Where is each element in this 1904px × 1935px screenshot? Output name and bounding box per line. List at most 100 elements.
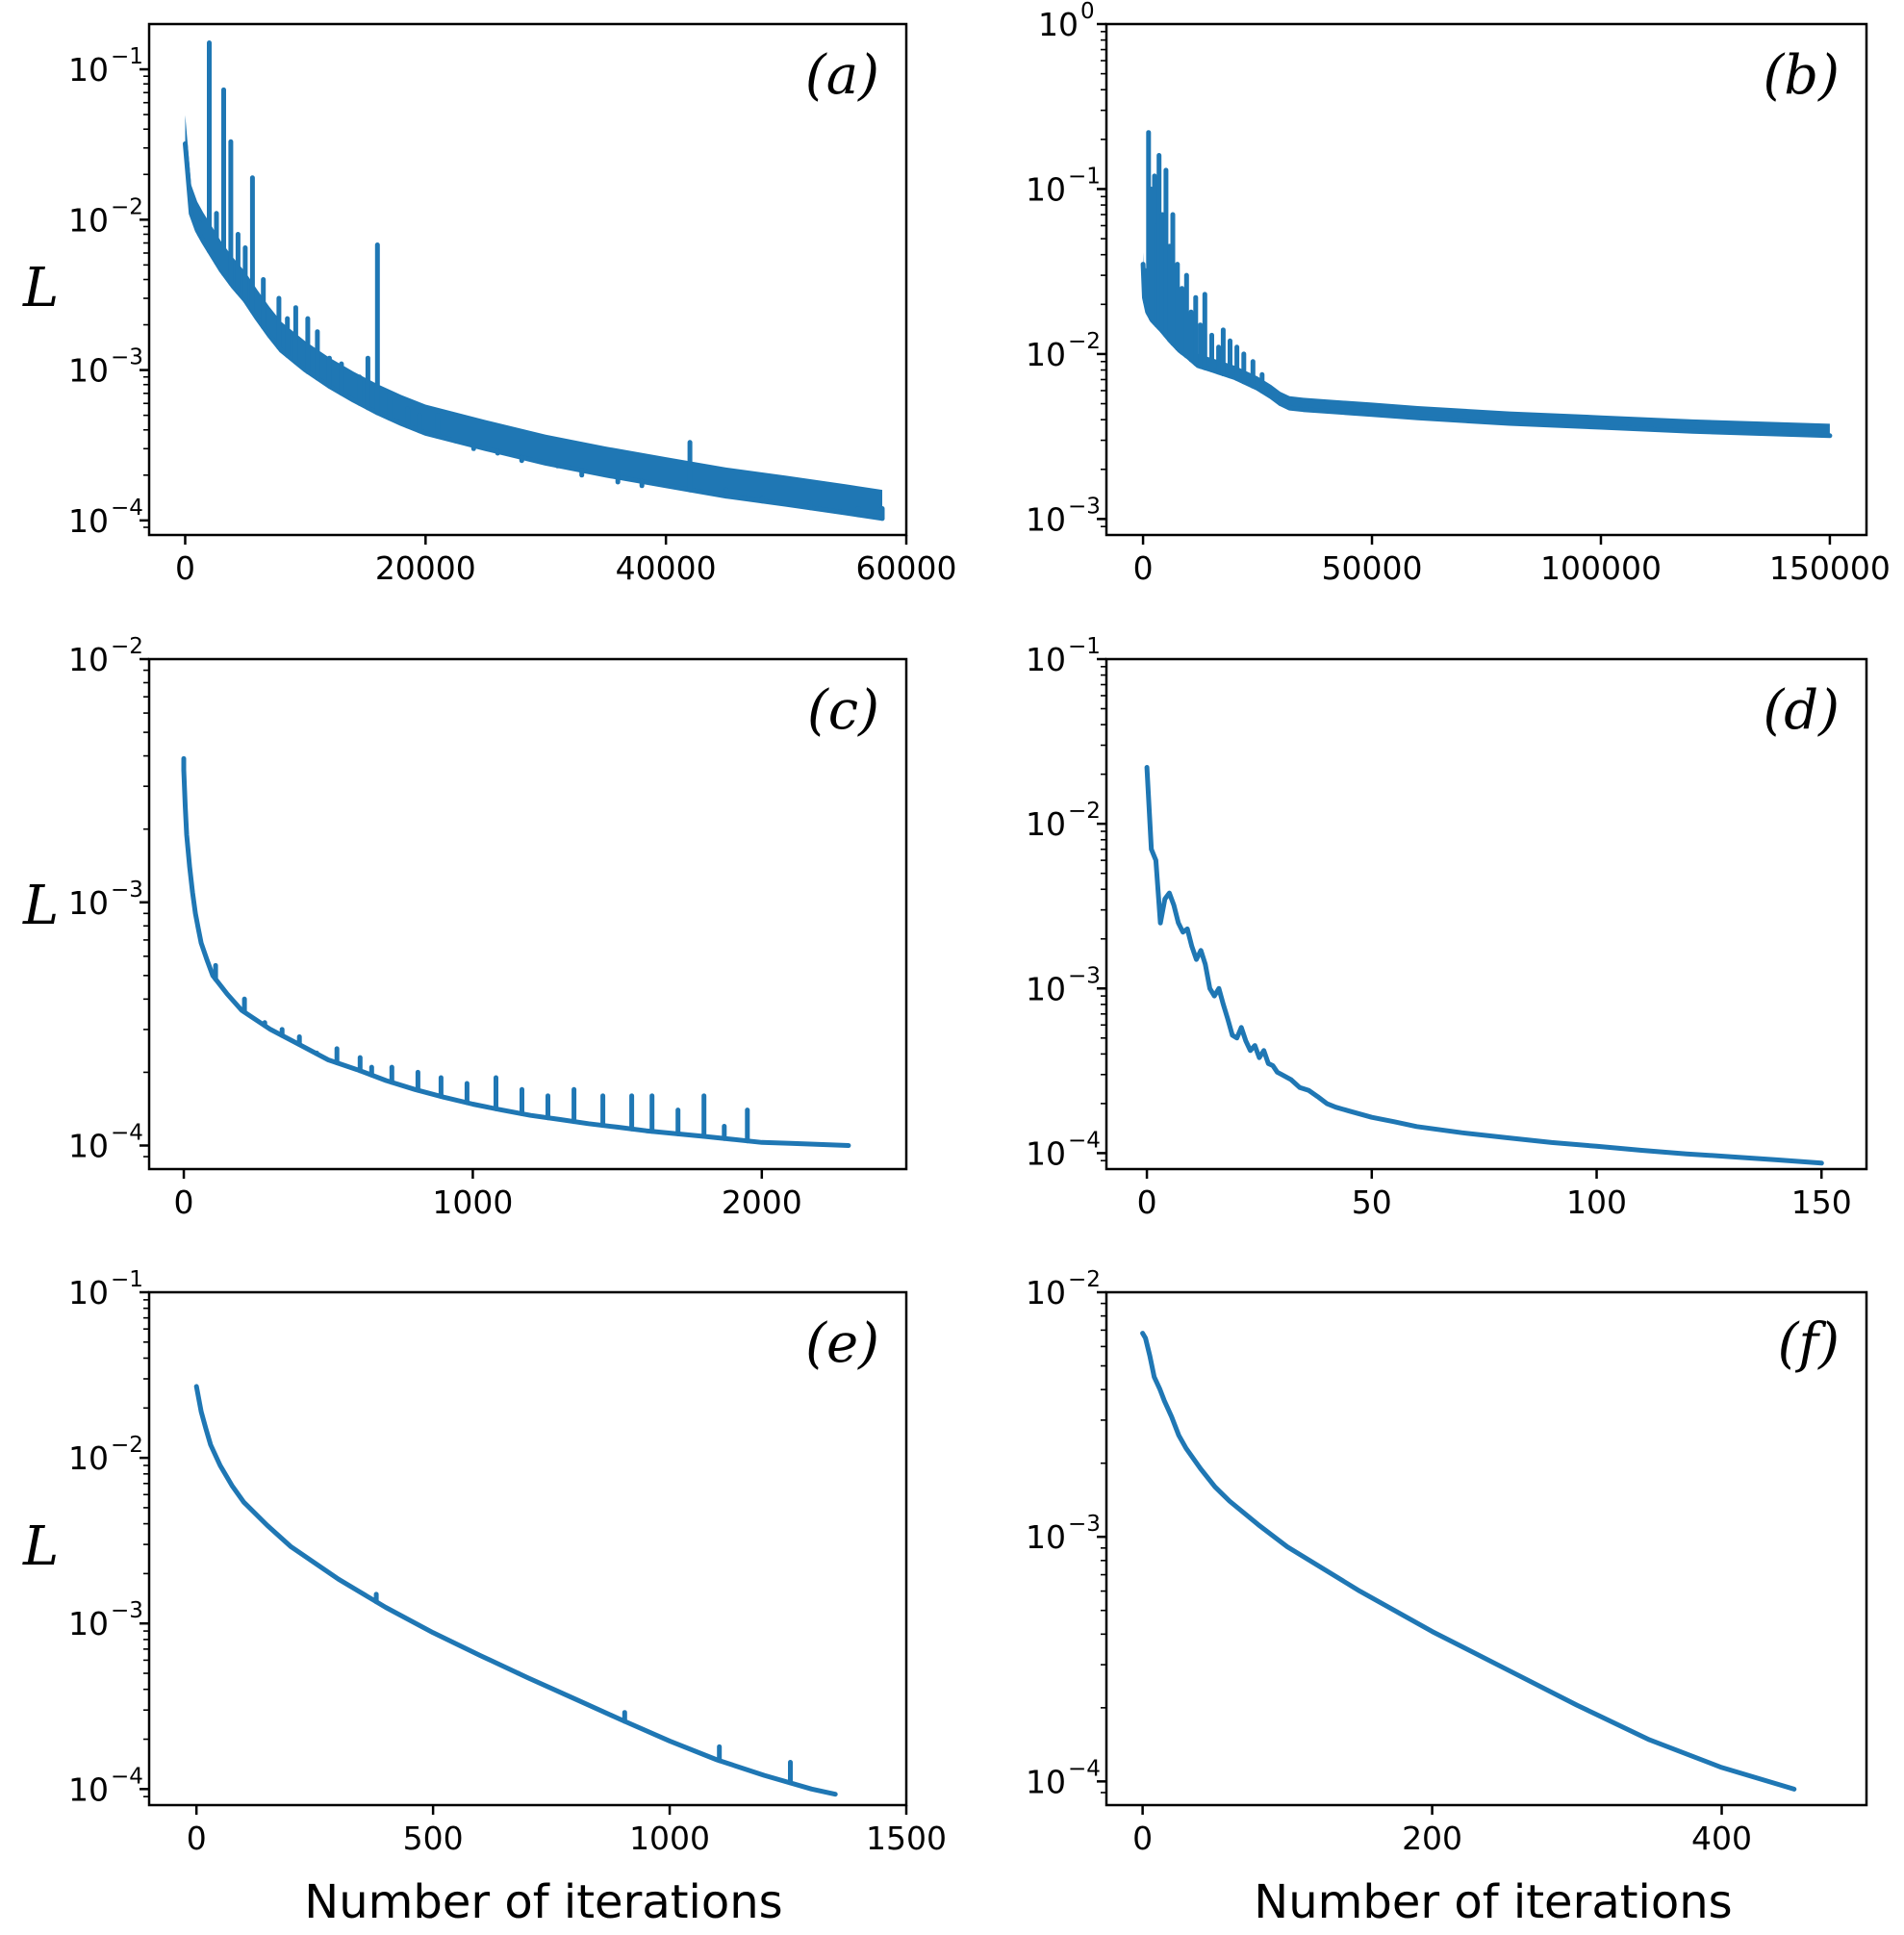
ytick-base-e-0: 10 [68,1770,109,1808]
ytick-base-b-2: 10 [1026,170,1066,208]
ytick-label-a-2: 10 −2 [68,194,143,239]
ytick-exp-f-2: −2 [1068,1267,1101,1292]
ytick-exp-d-0: −4 [1068,1128,1101,1153]
xtick-label-a-0: 0 [175,549,195,587]
ytick-label-b-1: 10 −2 [1026,329,1101,373]
ytick-base-a-1: 10 [68,352,109,390]
panel-label-d: (d) [1763,679,1840,742]
xtick-label-d-0: 0 [1137,1184,1157,1221]
ytick-exp-b-3: 0 [1080,0,1095,24]
ytick-exp-e-1: −3 [111,1598,143,1623]
ytick-label-f-0: 10 −4 [1026,1756,1101,1800]
series-line-c [181,767,851,1148]
ytick-base-b-1: 10 [1026,336,1066,373]
xlabel-right: Number of iterations [1254,1875,1732,1929]
panel-label-a: (a) [805,44,879,107]
ytick-exp-d-1: −3 [1068,963,1101,988]
ytick-exp-a-0: −4 [111,496,143,521]
ytick-exp-e-2: −2 [111,1433,143,1458]
ytick-label-b-2: 10 −1 [1026,164,1101,208]
xlabel-left: Number of iterations [304,1875,782,1929]
ytick-label-a-0: 10 −4 [68,496,143,540]
xtick-label-c-1: 1000 [432,1184,513,1221]
ylabel-row-3: L [22,1515,59,1578]
series-band-a [185,115,882,519]
panel-label-c: (c) [807,679,879,742]
ytick-exp-b-0: −3 [1068,494,1101,519]
ytick-label-b-0: 10 −3 [1026,494,1101,538]
ytick-exp-f-0: −4 [1068,1756,1101,1781]
panel-label-b: (b) [1763,44,1840,107]
ytick-label-c-2: 10 −2 [68,634,143,678]
ytick-base-d-3: 10 [1026,641,1066,678]
ytick-label-d-2: 10 −2 [1026,799,1101,843]
xtick-label-b-1: 50000 [1322,549,1423,587]
ytick-label-b-3: 10 0 [1038,0,1095,43]
xtick-label-f-1: 200 [1402,1820,1462,1857]
ylabel-row-1: L [22,257,59,319]
ytick-base-d-0: 10 [1026,1134,1066,1172]
ylabel-row-2: L [22,875,59,937]
xtick-label-b-0: 0 [1133,549,1154,587]
xtick-label-e-0: 0 [187,1820,207,1857]
ytick-exp-d-3: −1 [1068,634,1101,659]
ytick-label-d-0: 10 −4 [1026,1128,1101,1172]
ytick-exp-c-1: −3 [111,878,143,903]
ytick-label-c-0: 10 −4 [68,1121,143,1165]
ytick-label-e-0: 10 −4 [68,1764,143,1808]
ytick-base-d-1: 10 [1026,970,1066,1007]
ytick-base-d-2: 10 [1026,805,1066,843]
series-d [1144,765,1824,1166]
series-b [1140,130,1833,439]
axes-frame-b [1104,22,1868,537]
panel-label-e: (e) [805,1312,879,1375]
ytick-base-a-2: 10 [68,201,109,239]
ytick-exp-a-2: −2 [111,194,143,219]
xtick-label-f-2: 400 [1691,1820,1752,1857]
ytick-label-a-3: 10 −1 [68,44,143,89]
ytick-label-e-1: 10 −3 [68,1598,143,1642]
xtick-label-e-1: 500 [403,1820,464,1857]
ytick-label-e-3: 10 −1 [68,1267,143,1311]
xtick-label-a-2: 40000 [616,549,717,587]
xtick-label-e-3: 1500 [866,1820,947,1857]
ytick-label-d-3: 10 −1 [1026,634,1101,678]
ytick-label-d-1: 10 −3 [1026,963,1101,1007]
ytick-base-f-0: 10 [1026,1763,1066,1800]
ytick-label-f-1: 10 −3 [1026,1512,1101,1556]
series-line-f [1140,1331,1797,1792]
ytick-base-f-1: 10 [1026,1518,1066,1556]
xtick-label-b-3: 150000 [1769,549,1891,587]
ytick-base-a-0: 10 [68,502,109,540]
ytick-base-e-3: 10 [68,1274,109,1311]
xtick-label-d-1: 50 [1352,1184,1392,1221]
ytick-base-a-3: 10 [68,51,109,89]
ytick-exp-c-0: −4 [111,1121,143,1146]
ytick-label-e-2: 10 −2 [68,1433,143,1477]
series-line-e [193,1384,838,1797]
series-e [193,1384,838,1797]
xtick-label-b-2: 100000 [1540,549,1662,587]
ytick-exp-e-3: −1 [111,1267,143,1292]
axes-frame-e [147,1290,908,1807]
xtick-label-a-3: 60000 [856,549,957,587]
ytick-base-e-2: 10 [68,1439,109,1477]
ytick-label-c-1: 10 −3 [68,878,143,922]
ytick-label-f-2: 10 −2 [1026,1267,1101,1311]
ytick-base-c-0: 10 [68,1128,109,1165]
ytick-base-f-2: 10 [1026,1274,1066,1311]
ytick-exp-c-2: −2 [111,634,143,659]
xtick-label-d-3: 150 [1791,1184,1852,1221]
series-a [183,40,885,522]
xtick-label-a-1: 20000 [375,549,476,587]
panel-label-f: (f) [1778,1312,1840,1375]
ytick-exp-b-2: −1 [1068,164,1101,189]
